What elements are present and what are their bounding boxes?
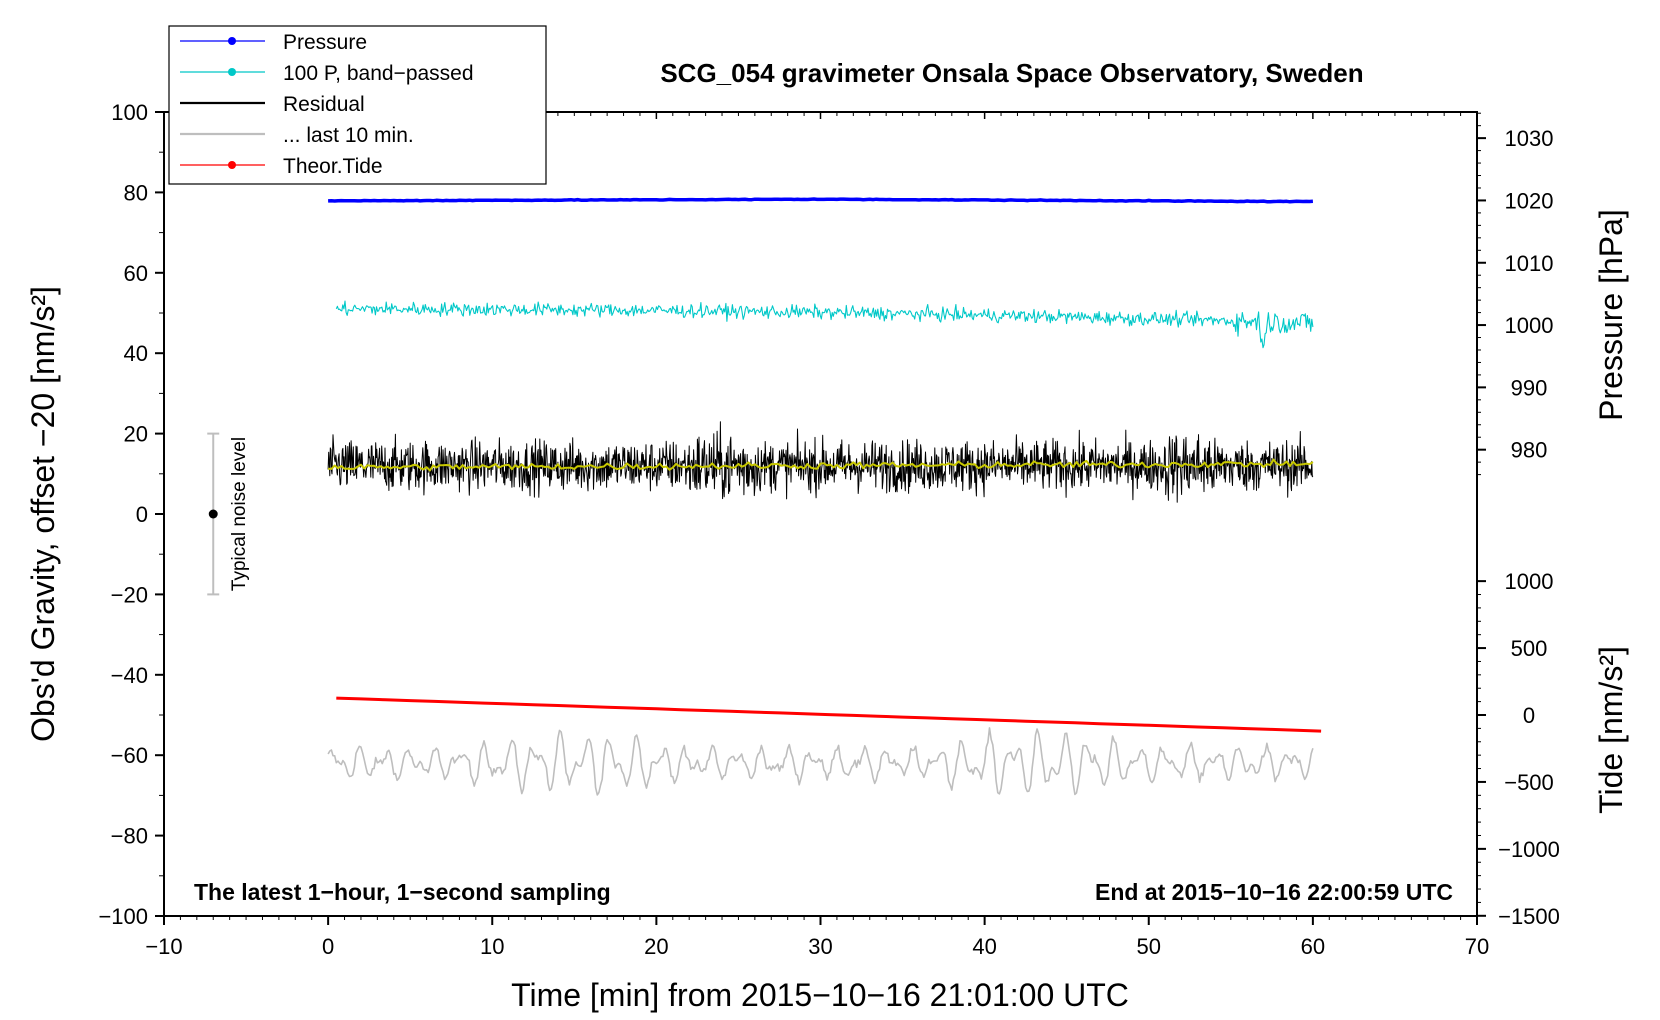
series-theor-tide [336, 696, 1322, 733]
y-tick-label: 60 [124, 261, 148, 286]
legend: Pressure 100 P, band−passed Residual ... la… [168, 25, 547, 185]
y-tick-label: −60 [111, 743, 148, 768]
tide-tick-label: −500 [1504, 770, 1554, 795]
y-tick-label: −100 [98, 904, 148, 929]
y-tick-label: −80 [111, 824, 148, 849]
y-tick-label: 0 [136, 502, 148, 527]
y-axis-title-gravity: Obs'd Gravity, offset −20 [nm/s²] [25, 286, 61, 742]
legend-marker [228, 161, 236, 169]
series-residual [327, 421, 1314, 503]
pressure-tick-label: 1030 [1505, 126, 1554, 151]
y-tick-label: −20 [111, 582, 148, 607]
y-tick-label: −40 [111, 663, 148, 688]
pressure-tick-label: 990 [1511, 375, 1548, 400]
noise-bar: Typical noise level [207, 432, 250, 596]
series-last-10-min [327, 727, 1314, 796]
legend-label: ... last 10 min. [283, 124, 414, 147]
pressure-tick-label: 980 [1511, 438, 1548, 463]
chart-title: SCG_054 gravimeter Onsala Space Observat… [660, 58, 1363, 88]
legend-box [168, 25, 547, 185]
legend-label: 100 P, band−passed [283, 62, 474, 85]
annotation-end-time: End at 2015−10−16 22:00:59 UTC [1095, 879, 1453, 905]
x-tick-label: 60 [1301, 934, 1325, 959]
y-tick-label: 100 [111, 100, 148, 125]
y-axis-title-tide: Tide [nm/s²] [1593, 646, 1629, 814]
noise-bar-label: Typical noise level [229, 437, 250, 591]
legend-marker [228, 68, 236, 76]
series-band-passed [335, 300, 1314, 349]
annotation-sampling: The latest 1−hour, 1−second sampling [194, 879, 611, 905]
x-tick-label: 40 [972, 934, 996, 959]
x-tick-label: 30 [808, 934, 832, 959]
series-residual-smoothed [328, 458, 1314, 472]
x-tick-label: 0 [322, 934, 334, 959]
x-tick-label: 10 [480, 934, 504, 959]
tide-tick-label: 500 [1511, 636, 1548, 661]
tide-tick-label: 1000 [1505, 569, 1554, 594]
pressure-tick-label: 1010 [1505, 251, 1554, 276]
legend-label: Residual [283, 93, 365, 116]
pressure-tick-label: 1020 [1505, 188, 1554, 213]
legend-marker [228, 37, 236, 45]
noise-bar-point [208, 509, 218, 519]
tide-tick-label: −1000 [1498, 837, 1560, 862]
x-tick-label: 20 [644, 934, 668, 959]
tide-tick-label: 0 [1523, 703, 1535, 728]
x-tick-label: 70 [1465, 934, 1489, 959]
series-layer [327, 197, 1322, 796]
series-pressure [328, 197, 1314, 204]
pressure-tick-label: 1000 [1505, 313, 1554, 338]
y-tick-label: 80 [124, 180, 148, 205]
y-axis-title-pressure: Pressure [hPa] [1593, 209, 1629, 421]
tide-tick-label: −1500 [1498, 904, 1560, 929]
x-tick-label: 50 [1137, 934, 1161, 959]
legend-label: Pressure [283, 31, 367, 54]
y-tick-label: 20 [124, 422, 148, 447]
y-tick-label: 40 [124, 341, 148, 366]
x-tick-label: −10 [145, 934, 182, 959]
x-axis-title: Time [min] from 2015−10−16 21:01:00 UTC [511, 977, 1129, 1013]
plot-frame [163, 111, 1478, 917]
legend-label: Theor.Tide [283, 155, 383, 178]
